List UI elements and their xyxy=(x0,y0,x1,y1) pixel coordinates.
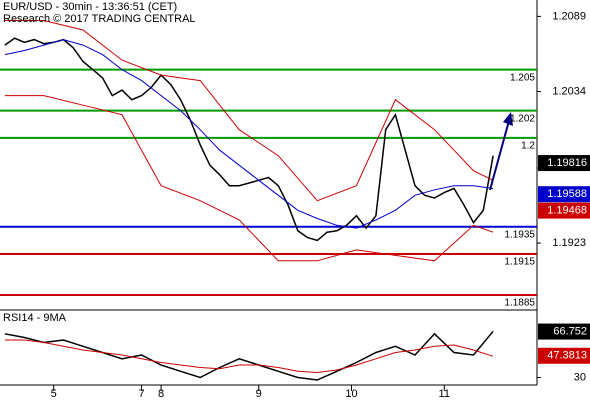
x-tick-label: 11 xyxy=(439,388,450,400)
x-tick-label: 5 xyxy=(51,388,57,400)
level-label: 1.202 xyxy=(510,113,535,124)
price-tag-label: 66.752 xyxy=(553,325,587,337)
forecast-arrow xyxy=(489,116,511,191)
y-tick-label: 1.2089 xyxy=(552,10,586,22)
series-line xyxy=(4,95,494,262)
level-label: 1.2 xyxy=(521,141,535,152)
level-label: 1.1915 xyxy=(504,257,535,268)
level-label: 1.1885 xyxy=(504,298,535,309)
price-tag xyxy=(538,202,590,219)
x-tick-label: 8 xyxy=(158,388,164,400)
series-line xyxy=(4,39,494,229)
series-line xyxy=(4,20,494,202)
chart-subtitle: Research © 2017 TRADING CENTRAL xyxy=(3,13,196,25)
series-line xyxy=(4,339,494,374)
x-tick-label: 7 xyxy=(139,388,145,400)
price-tag xyxy=(538,323,590,340)
price-tag-label: 47.3813 xyxy=(547,350,587,362)
forecast-arrow-head xyxy=(503,112,513,126)
price-tag xyxy=(538,155,590,172)
y-tick-label: 30 xyxy=(574,371,586,383)
series-line xyxy=(4,37,494,242)
y-tick-label: 1.1923 xyxy=(552,237,586,249)
price-tag-label: 1.19588 xyxy=(547,188,587,200)
x-tick-label: 9 xyxy=(256,388,262,400)
price-tag xyxy=(538,186,590,203)
level-label: 1.1935 xyxy=(504,229,535,240)
rsi-title: RSI14 - 9MA xyxy=(3,312,67,324)
price-tag-label: 1.19816 xyxy=(547,157,587,169)
series-line xyxy=(4,330,494,381)
price-tag-label: 1.19468 xyxy=(547,204,587,216)
chart-title: EUR/USD - 30min - 13:36:51 (CET) xyxy=(3,1,177,13)
y-tick-label: 1.2034 xyxy=(552,85,586,97)
level-label: 1.205 xyxy=(510,72,535,83)
price-tag xyxy=(538,347,590,364)
x-tick-label: 10 xyxy=(345,388,357,400)
